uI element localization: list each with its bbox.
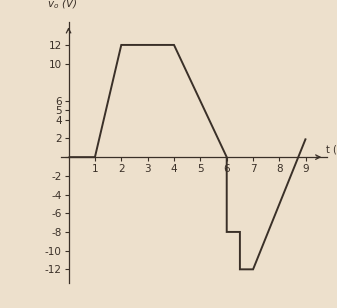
Text: t (ms): t (ms) bbox=[326, 144, 337, 154]
Text: $v_o$ (V): $v_o$ (V) bbox=[47, 0, 78, 11]
